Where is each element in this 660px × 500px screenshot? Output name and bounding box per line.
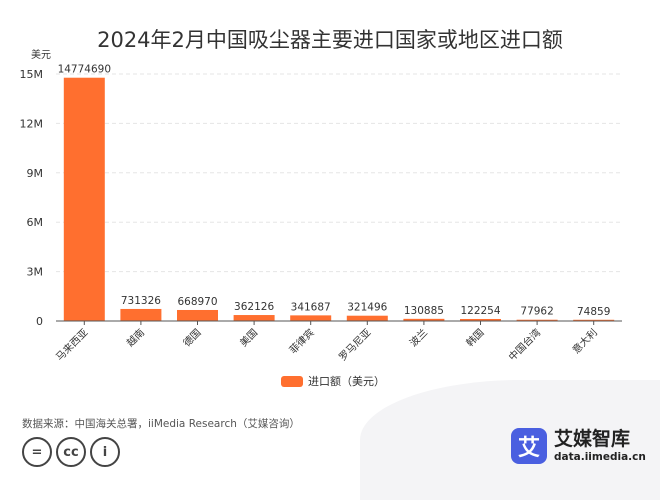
data-label: 122254 xyxy=(460,305,500,317)
data-label: 731326 xyxy=(121,295,161,307)
bar xyxy=(290,315,332,321)
bar xyxy=(177,309,218,321)
x-tick-label: 马来西亚 xyxy=(54,327,91,364)
y-tick-label: 0 xyxy=(36,315,43,328)
bar xyxy=(573,319,615,321)
data-label: 130885 xyxy=(404,305,444,317)
brand-name: 艾媒智库 xyxy=(554,427,631,450)
brand-logo-icon: 艾 xyxy=(511,428,547,464)
x-tick-label: 中国台湾 xyxy=(506,326,543,363)
data-label: 362126 xyxy=(234,301,274,313)
bar xyxy=(403,318,445,321)
x-tick-label: 波兰 xyxy=(407,326,430,349)
x-tick-label: 韩国 xyxy=(463,326,486,349)
data-label: 321496 xyxy=(347,302,387,314)
license-icons: = cc i xyxy=(22,437,124,467)
y-axis-label: 美元 xyxy=(31,48,51,61)
y-tick-label: 9M xyxy=(27,167,44,180)
data-label: 74859 xyxy=(577,306,610,318)
data-labels: 14774690 731326 668970 362126 341687 321496 13… xyxy=(58,64,611,318)
legend: 进口额（美元） xyxy=(281,373,385,389)
x-tick-label: 意大利 xyxy=(569,326,599,356)
bar xyxy=(233,315,275,321)
brand-logo-block: 艾 艾媒智库 data.iimedia.cn xyxy=(511,428,646,464)
data-label: 668970 xyxy=(177,296,217,308)
brand-url: data.iimedia.cn xyxy=(554,450,646,463)
bar-chart: 0 3M 6M 9M 12M 15M 美元 14774690 731326 668970 362… xyxy=(20,48,622,363)
grid-lines xyxy=(56,73,622,273)
data-label: 77962 xyxy=(520,306,553,318)
y-tick-label: 6M xyxy=(27,216,44,229)
bar xyxy=(346,315,388,321)
bar xyxy=(516,319,558,321)
bar xyxy=(460,318,501,321)
brand-background xyxy=(360,380,660,500)
data-label: 341687 xyxy=(291,301,331,313)
x-tick-label: 美国 xyxy=(237,326,260,349)
bar xyxy=(63,77,105,321)
chart-title: 2024年2月中国吸尘器主要进口国家或地区进口额 xyxy=(97,28,563,52)
cc-icon: cc xyxy=(56,437,86,467)
y-tick-label: 15M xyxy=(20,68,44,81)
x-tick-label: 菲律宾 xyxy=(286,326,316,356)
bars xyxy=(63,77,615,321)
y-tick-label: 3M xyxy=(27,266,44,279)
legend-label: 进口额（美元） xyxy=(308,375,385,388)
legend-swatch xyxy=(281,375,303,387)
equal-icon: = xyxy=(22,437,52,467)
x-tick-label: 德国 xyxy=(180,326,203,349)
y-tick-label: 12M xyxy=(20,117,44,130)
person-icon: i xyxy=(90,437,120,467)
y-axis-ticks: 0 3M 6M 9M 12M 15M xyxy=(20,68,44,328)
bar xyxy=(120,308,162,321)
data-source: 数据来源：中国海关总署，iiMedia Research（艾媒咨询） xyxy=(22,418,300,430)
data-label: 14774690 xyxy=(58,64,111,76)
x-tick-label: 罗马尼亚 xyxy=(337,327,374,364)
x-axis-ticks: 马来西亚 越南 德国 美国 菲律宾 罗马尼亚 波兰 韩国 中国台湾 意大利 xyxy=(54,321,600,363)
x-tick-label: 越南 xyxy=(124,326,147,349)
